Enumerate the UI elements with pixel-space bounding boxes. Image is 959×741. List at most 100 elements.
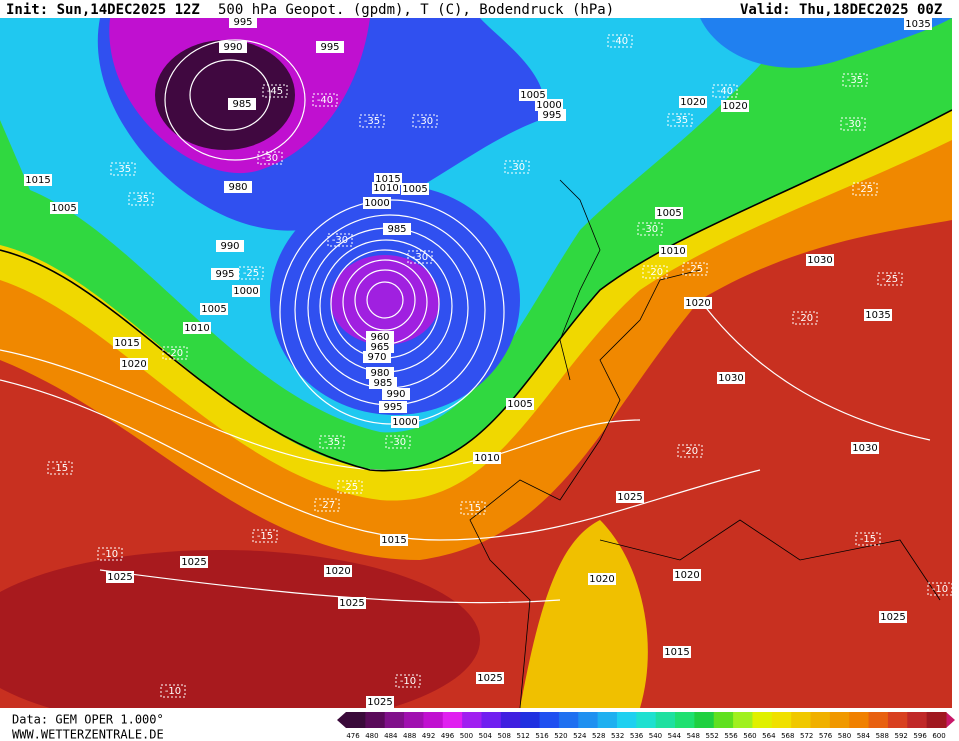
legend-tick-label: 520 (554, 732, 567, 740)
pressure-label-box (219, 41, 247, 53)
pressure-label: 995 (215, 269, 234, 280)
legend-tick-label: 484 (384, 732, 398, 740)
legend-tick-label: 508 (498, 732, 511, 740)
legend-swatch (558, 712, 579, 728)
legend-swatch (520, 712, 541, 728)
pressure-label-box (879, 611, 907, 623)
legend-swatch (926, 712, 947, 728)
legend-swatch (752, 712, 773, 728)
temperature-label-box (927, 582, 953, 596)
temperature-label: -35 (133, 194, 149, 205)
legend-tick-label: 512 (516, 732, 529, 740)
legend-swatch (771, 712, 792, 728)
pressure-label: 1035 (865, 310, 890, 321)
legend-tick-label: 496 (441, 732, 455, 740)
temperature-label: -35 (115, 164, 131, 175)
pressure-label-box (506, 398, 534, 410)
temperature-label: -30 (845, 119, 861, 130)
temperature-label: -35 (847, 75, 863, 86)
legend-swatch (636, 712, 657, 728)
temperature-label: -27 (319, 500, 335, 511)
temperature-label-box (852, 182, 878, 196)
temperature-label-box (682, 262, 708, 276)
pressure-label: 1005 (520, 90, 545, 101)
pressure-label-box (904, 18, 932, 30)
temperature-label: -30 (412, 252, 428, 263)
pressure-label: 985 (232, 99, 251, 110)
legend-swatch (423, 712, 444, 728)
pressure-label: 985 (373, 378, 392, 389)
pressure-label-box (382, 388, 410, 400)
legend-tick-label: 560 (743, 732, 756, 740)
pressure-label-box (588, 573, 616, 585)
pressure-label: 1035 (905, 19, 930, 30)
temperature-label-box (677, 444, 703, 458)
pressure-label: 1020 (685, 298, 710, 309)
legend-arrow-left (337, 712, 346, 728)
pressure-label-box (379, 401, 407, 413)
temperature-label: -35 (324, 437, 340, 448)
temperature-label: -10 (165, 686, 181, 697)
temperature-label-box (314, 498, 340, 512)
legend-swatch (810, 712, 831, 728)
pressure-label-box (106, 571, 134, 583)
pressure-label: 995 (542, 110, 561, 121)
temperature-label-box (412, 114, 438, 128)
legend-swatch (791, 712, 812, 728)
legend-swatch (539, 712, 560, 728)
pressure-label-box (383, 223, 411, 235)
pressure-label-box (216, 240, 244, 252)
pressure-label: 1015 (664, 647, 689, 658)
legend-swatch (655, 712, 676, 728)
legend-tick-label: 588 (876, 732, 889, 740)
pressure-label-box (183, 322, 211, 334)
legend-swatch (346, 712, 366, 728)
pressure-label: 1005 (51, 203, 76, 214)
temperature-label-box (47, 461, 73, 475)
temperature-label: -20 (682, 446, 698, 457)
pressure-label: 1000 (364, 198, 389, 209)
temperature-label-box (395, 674, 421, 688)
temperature-label: -10 (400, 676, 416, 687)
pressure-label-box (864, 309, 892, 321)
pressure-label: 1020 (722, 101, 747, 112)
pressure-label-box (338, 597, 366, 609)
pressure-label-box (363, 197, 391, 209)
pressure-label: 1020 (680, 97, 705, 108)
temperature-label: -40 (612, 36, 628, 47)
pressure-label: 1000 (536, 100, 561, 111)
pressure-label-box (655, 207, 683, 219)
pressure-label: 1025 (880, 612, 905, 623)
legend-tick-label: 504 (479, 732, 493, 740)
pressure-label-box (366, 367, 394, 379)
pressure-label: 980 (228, 182, 247, 193)
pressure-label: 1010 (184, 323, 209, 334)
pressure-label-box (538, 109, 566, 121)
pressure-label-box (380, 534, 408, 546)
pressure-label: 995 (320, 42, 339, 53)
temperature-label: -40 (717, 86, 733, 97)
legend-tick-label: 600 (932, 732, 945, 740)
legend-tick-label: 592 (895, 732, 908, 740)
legend-tick-label: 584 (857, 732, 871, 740)
temperature-label: -20 (167, 348, 183, 359)
pressure-label-box (228, 98, 256, 110)
pressure-label: 1030 (718, 373, 743, 384)
temperature-label: -15 (465, 503, 481, 514)
pressure-label: 1020 (121, 359, 146, 370)
pressure-label-box (369, 377, 397, 389)
pressure-label-box (721, 100, 749, 112)
frontal-boundary (0, 109, 952, 472)
legend-swatch (907, 712, 928, 728)
legend-tick-label: 476 (346, 732, 360, 740)
coastlines (469, 179, 941, 708)
pressure-label-box (717, 372, 745, 384)
temperature-label-box (712, 84, 738, 98)
temperature-label: -45 (267, 86, 283, 97)
pressure-label: 990 (220, 241, 239, 252)
pressure-label-box (372, 182, 400, 194)
pressure-label: 1010 (373, 183, 398, 194)
map-field (0, 18, 952, 708)
legend-tick-label: 480 (365, 732, 378, 740)
